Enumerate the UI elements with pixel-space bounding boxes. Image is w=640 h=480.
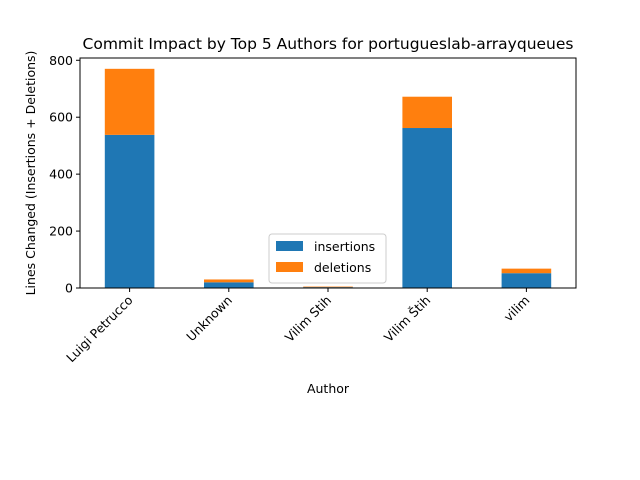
y-tick-label: 200: [49, 224, 73, 239]
y-tick-label: 600: [49, 110, 73, 125]
y-tick-label: 0: [65, 281, 73, 296]
bar-deletions-2: [303, 286, 353, 288]
legend-swatch-deletions: [276, 262, 303, 272]
chart-title: Commit Impact by Top 5 Authors for portu…: [83, 35, 574, 53]
bar-insertions-0: [104, 134, 155, 288]
bars-group: [104, 68, 552, 288]
bar-deletions-3: [402, 96, 452, 129]
x-axis-label: Author: [307, 381, 350, 396]
bar-deletions-4: [501, 268, 552, 274]
y-axis-label: Lines Changed (Insertions + Deletions): [23, 51, 38, 296]
legend: insertions deletions: [268, 233, 387, 284]
bar-insertions-1: [204, 282, 254, 288]
bar-insertions-3: [402, 128, 452, 288]
y-tick-label: 400: [49, 167, 73, 182]
bar-deletions-0: [104, 68, 155, 135]
plot-frame: [79, 57, 577, 289]
y-axis-ticks: 0 200 400 600 800: [49, 53, 80, 296]
legend-swatch-insertions: [276, 241, 303, 251]
legend-label-deletions: deletions: [314, 260, 371, 275]
legend-label-insertions: insertions: [314, 239, 375, 254]
bar-deletions-1: [204, 279, 254, 283]
bar-insertions-4: [501, 273, 552, 288]
y-tick-label: 800: [49, 53, 73, 68]
